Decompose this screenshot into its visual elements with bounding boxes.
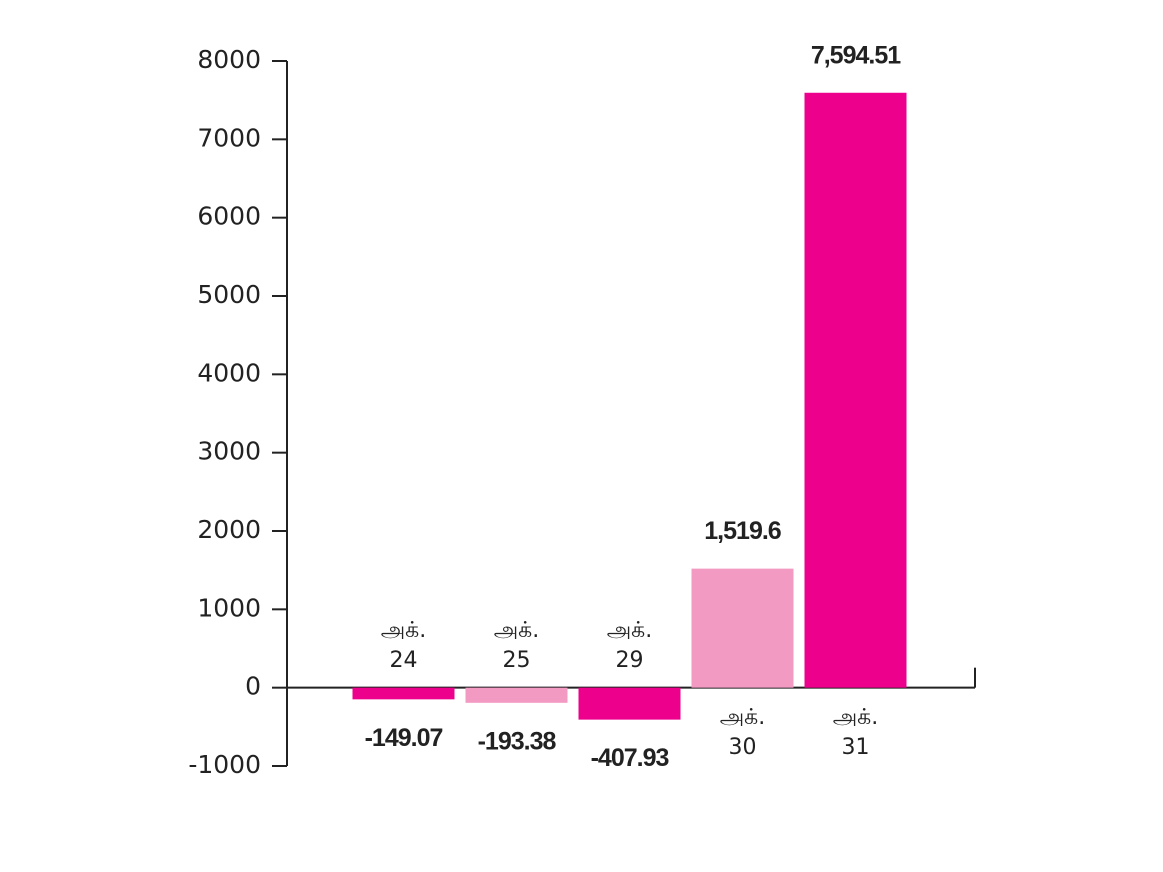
category-label: அக். 30: [719, 704, 766, 760]
y-tick-label: 8000: [197, 45, 261, 74]
y-tick-label: 0: [245, 672, 261, 701]
y-tick-label: 5000: [197, 280, 261, 309]
bar: [804, 92, 907, 688]
value-label: 7,594.51: [811, 41, 901, 69]
bar: [465, 687, 568, 703]
value-label: -193.38: [478, 727, 557, 755]
category-label: அக். 25: [493, 617, 540, 673]
value-label: -149.07: [365, 724, 443, 752]
category-label: அக். 31: [832, 704, 879, 760]
y-tick-label: 1000: [197, 593, 261, 622]
y-tick-label: 3000: [197, 437, 261, 466]
y-tick-label: 7000: [197, 123, 261, 152]
bar: [691, 568, 794, 688]
value-label: -407.93: [591, 744, 669, 772]
y-tick-label: 2000: [197, 515, 261, 544]
value-label: 1,519.6: [704, 517, 781, 545]
bar: [352, 687, 455, 700]
category-label: அக். 24: [380, 617, 427, 673]
y-tick-label: 6000: [197, 202, 261, 231]
bar: [578, 687, 681, 720]
y-tick-label: 4000: [197, 358, 261, 387]
y-tick-label: -1000: [188, 750, 261, 779]
category-label: அக். 29: [606, 617, 653, 673]
